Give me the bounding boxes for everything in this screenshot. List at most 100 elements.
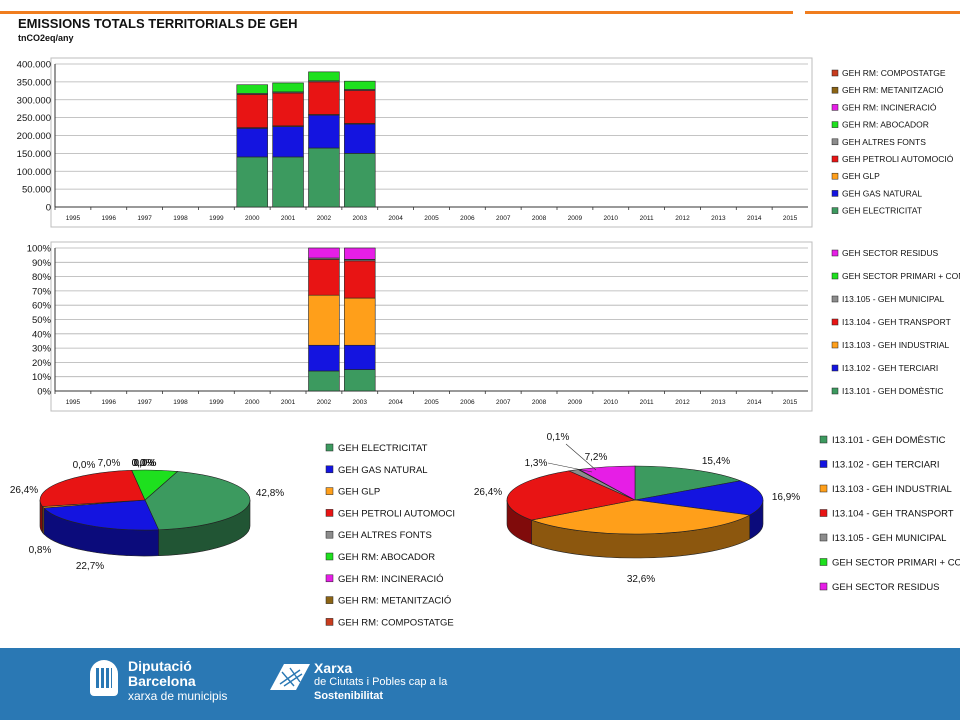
chart-1-xtick: 2013 — [711, 399, 726, 406]
chart-0-bar-2001-series-3 — [272, 92, 304, 127]
pie-3-label-4: 1,3% — [525, 458, 548, 469]
pie-2-label-0: 42,8% — [256, 488, 284, 499]
pie-3-leader — [565, 443, 597, 471]
pie-2-label-5: 7,0% — [98, 458, 121, 469]
chart-0-bar-2000-series-0 — [236, 156, 268, 208]
pie-3-legend-swatch — [819, 435, 828, 444]
chart-1-xtick: 1996 — [102, 399, 117, 406]
chart-0-bar-2003-series-5 — [344, 80, 376, 90]
chart-0-xtick: 1998 — [173, 215, 188, 222]
chart-0-legend-swatch — [831, 155, 839, 163]
chart-1-xtick: 1995 — [66, 399, 81, 406]
pie-3-label-3: 26,4% — [474, 487, 502, 498]
chart-1-bar-2003-series-1 — [344, 344, 376, 370]
xarxa-subtitle-line1: de Ciutats i Pobles cap a la — [314, 676, 448, 688]
chart-0-legend-label: GEH PETROLI AUTOMOCIÓ — [842, 154, 954, 164]
pie-3-label-6: 7,2% — [585, 452, 608, 463]
chart-1-xtick: 2010 — [604, 399, 619, 406]
pie-3-slice-3 — [506, 470, 636, 521]
chart-1-bar-2003-series-2 — [344, 297, 376, 346]
chart-0-ytick: 0 — [46, 203, 51, 214]
chart-0-legend-label: GEH ELECTRICITAT — [842, 206, 922, 216]
diputacio-logo-icon — [90, 660, 118, 696]
chart-0-ytick: 150.000 — [17, 149, 51, 160]
chart-0-xtick: 2014 — [747, 215, 762, 222]
chart-0-ytick: 250.000 — [17, 113, 51, 124]
chart-1-ytick: 50% — [32, 315, 52, 326]
diputacio-name: Diputació Barcelona — [128, 659, 196, 689]
chart-0-legend-swatch — [831, 121, 839, 128]
chart-1-xtick: 2012 — [675, 399, 690, 406]
chart-0-ytick: 100.000 — [17, 167, 51, 178]
chart-1-legend-label: GEH SECTOR PRIMARI + CONSTRUCCIÓ — [842, 271, 960, 281]
chart-0-xtick: 2004 — [388, 215, 403, 222]
page-unit: tnCO2eq/any — [18, 33, 74, 43]
pie-3-legend-label: I13.105 - GEH MUNICIPAL — [832, 533, 946, 544]
pie-2-label-4: 0,0% — [73, 460, 96, 471]
pie-2-label-8: 0,0% — [134, 458, 157, 469]
chart-0-legend-swatch — [831, 172, 839, 180]
pie-3-label-1: 16,9% — [772, 492, 800, 503]
chart-0-ytick: 300.000 — [17, 95, 51, 106]
chart-0-legend-label: GEH RM: ABOCADOR — [842, 120, 929, 130]
pie-2-slice-1 — [43, 499, 160, 531]
pie-2-slice-0 — [144, 471, 251, 531]
chart-0-xtick: 2006 — [460, 215, 475, 222]
xarxa-logo-icon — [270, 664, 310, 690]
chart-1-xtick: 2007 — [496, 399, 511, 406]
chart-1-xtick: 2014 — [747, 399, 762, 406]
pie-2-legend-label: GEH RM: ABOCADOR — [338, 552, 435, 563]
chart-0-legend-label: GEH ALTRES FONTS — [842, 137, 926, 147]
chart-1-ytick: 100% — [27, 244, 52, 255]
chart-1-ytick: 90% — [32, 258, 52, 269]
chart-1-bar-2002-series-2 — [308, 294, 340, 346]
chart-0-xtick: 1996 — [102, 215, 117, 222]
chart-1-xtick: 2011 — [640, 399, 654, 406]
pie-3-legend-label: GEH SECTOR RESIDUS — [832, 582, 940, 593]
chart-0-legend-label: GEH GAS NATURAL — [842, 188, 922, 198]
chart-0-legend-swatch — [831, 138, 839, 146]
chart-0-ytick: 50.000 — [22, 185, 51, 196]
pie-3-legend-label: I13.103 - GEH INDUSTRIAL — [832, 484, 952, 495]
pie-3-label-5: 0,1% — [547, 432, 570, 443]
footer-bar — [0, 648, 960, 720]
chart-1-ytick: 70% — [32, 286, 52, 297]
pie-2-legend-label: GEH RM: METANITZACIÓ — [338, 596, 451, 607]
pie-2-legend-swatch — [325, 443, 334, 452]
pie-2-legend-swatch — [325, 487, 334, 495]
chart-1-xtick: 2009 — [568, 399, 583, 406]
diputacio-name-line1: Diputació — [128, 658, 192, 674]
chart-0-bar-2003-series-3 — [344, 90, 376, 124]
chart-0-bar-2002-series-1 — [308, 114, 340, 149]
chart-0-xtick: 2001 — [281, 215, 296, 222]
pie-3-legend-swatch — [819, 533, 828, 542]
pie-2-label-2: 0,8% — [29, 545, 52, 556]
chart-0-xtick: 2008 — [532, 215, 547, 222]
chart-1-xtick: 2005 — [424, 399, 439, 406]
chart-0-ytick: 350.000 — [17, 77, 51, 88]
chart-0-xtick: 2007 — [496, 215, 511, 222]
diputacio-name-line2: Barcelona — [128, 673, 196, 689]
emissions-charts: 0 50.000 100.000 150.000 200.000 250.000 300.0… — [10, 57, 960, 628]
pie-3-legend-swatch — [819, 509, 828, 517]
chart-1-bar-2002-series-1 — [308, 344, 340, 372]
pie-3-legend-label: I13.102 - GEH TERCIARI — [832, 460, 940, 471]
chart-0-legend-label: GEH RM: METANITZACIÓ — [842, 85, 944, 95]
chart-1-xtick: 2008 — [532, 399, 547, 406]
chart-0-bar-2001-series-0 — [272, 156, 304, 208]
pie-2-legend-label: GEH RM: COMPOSTATGE — [338, 617, 454, 628]
chart-1-ytick: 10% — [32, 372, 52, 383]
chart-0-xtick: 1999 — [209, 215, 224, 222]
page-title: EMISSIONS TOTALS TERRITORIALS DE GEH — [18, 16, 298, 31]
chart-0-ytick: 400.000 — [17, 60, 51, 71]
pie-3-legend-label: I13.101 - GEH DOMÈSTIC — [832, 435, 946, 446]
chart-1-xtick: 1998 — [173, 399, 188, 406]
chart-1-legend-swatch — [831, 249, 839, 257]
pie-3-legend-label: I13.104 - GEH TRANSPORT — [832, 509, 954, 520]
chart-1-legend-swatch — [831, 272, 839, 280]
chart-0-bar-2003-series-1 — [344, 123, 376, 154]
chart-0-xtick: 2000 — [245, 215, 260, 222]
chart-0-bar-2000-series-5 — [236, 84, 268, 94]
chart-1-bar-2003-series-3 — [344, 260, 376, 299]
chart-0-legend-swatch — [831, 69, 839, 77]
